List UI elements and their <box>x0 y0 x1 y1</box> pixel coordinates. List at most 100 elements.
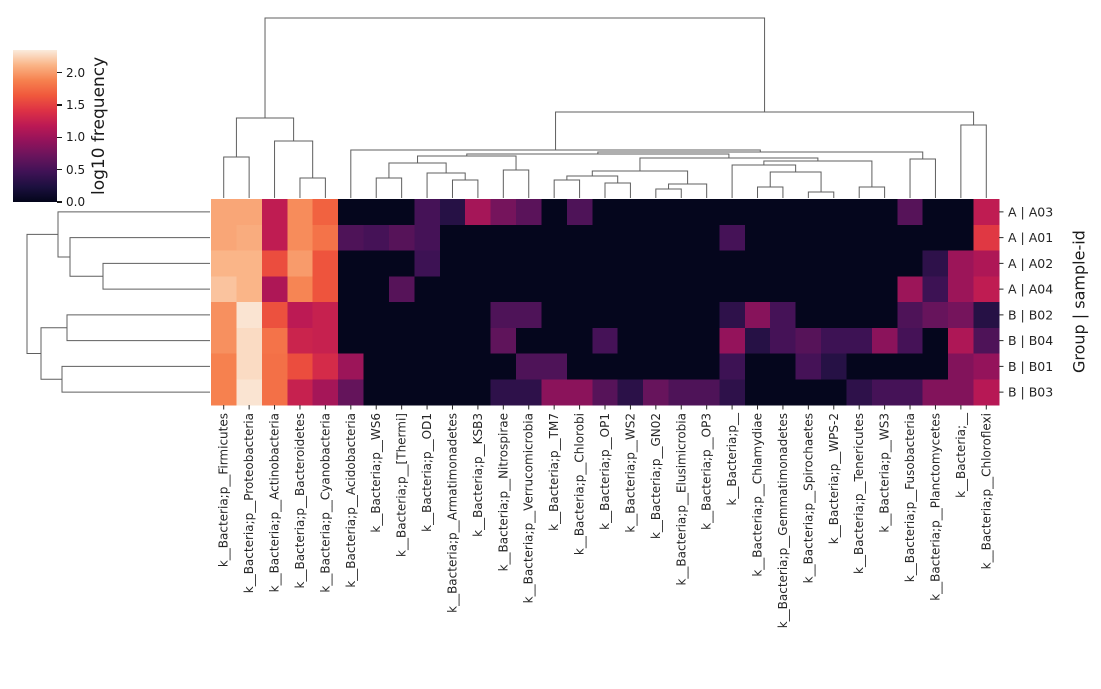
heatmap-cell <box>388 199 415 226</box>
heatmap-cell <box>592 353 619 380</box>
heatmap-cell <box>490 327 517 354</box>
column-tick-label: k__Bacteria;p__Planctomycetes <box>928 413 942 601</box>
column-tick-label: k__Bacteria;p__Chlamydiae <box>751 413 765 577</box>
heatmap-cell <box>566 250 593 277</box>
heatmap-cell <box>261 379 288 406</box>
heatmap-cell <box>261 302 288 329</box>
heatmap-cell <box>566 327 593 354</box>
heatmap-cell <box>541 379 568 406</box>
heatmap-cell <box>821 327 847 354</box>
heatmap-cell <box>668 353 695 380</box>
row-tick-label: A | A04 <box>1008 282 1053 297</box>
column-tick-label: k__Bacteria;p__WS3 <box>878 413 892 533</box>
heatmap-cell <box>490 199 517 226</box>
dendrogram-link <box>769 171 822 192</box>
heatmap-cell <box>643 379 670 406</box>
heatmap-cell <box>643 224 670 251</box>
heatmap-cell <box>541 327 568 354</box>
dendrogram-link <box>668 183 708 198</box>
heatmap-cell <box>287 327 314 354</box>
heatmap-cell <box>795 353 822 380</box>
heatmap-cell <box>490 224 517 251</box>
heatmap-cell <box>871 224 898 251</box>
heatmap-cell <box>744 276 771 303</box>
heatmap-cell <box>388 224 415 251</box>
column-tick-label: k__Bacteria;p__Chloroflexi <box>979 413 993 569</box>
heatmap-cell <box>465 224 492 251</box>
heatmap-cell <box>338 327 365 354</box>
heatmap-cell <box>312 199 339 226</box>
heatmap-cell <box>693 199 720 226</box>
heatmap-cell <box>439 224 466 251</box>
column-tick-label: k__Bacteria;p__[Thermi] <box>395 413 409 557</box>
heatmap-cell <box>770 199 797 226</box>
column-tick-label: k__Bacteria;p__Proteobacteria <box>242 413 256 593</box>
heatmap-cell <box>261 353 288 380</box>
colorbar-tick <box>57 201 62 203</box>
heatmap-cell <box>566 199 593 226</box>
heatmap-cell <box>897 199 924 226</box>
heatmap-cell <box>261 250 288 277</box>
heatmap-cell <box>897 379 924 406</box>
heatmap-cell <box>516 250 542 277</box>
heatmap-cell <box>414 302 441 329</box>
column-tick-label: k__Bacteria;p__Spirochaetes <box>801 413 815 583</box>
heatmap-cell <box>490 379 517 406</box>
heatmap-cell <box>338 250 365 277</box>
heatmap-cell <box>211 302 237 329</box>
heatmap-cell <box>211 276 237 303</box>
heatmap-cell <box>922 327 949 354</box>
column-tick-label: k__Bacteria;p__Bacteroidetes <box>293 413 307 588</box>
heatmap-cell <box>668 199 695 226</box>
heatmap-cell <box>693 302 720 329</box>
heatmap-cell <box>439 199 466 226</box>
heatmap-cell <box>338 199 365 226</box>
heatmap-cell <box>465 353 492 380</box>
heatmap-cell <box>948 250 975 277</box>
heatmap-cell <box>211 327 237 354</box>
heatmap-cell <box>770 250 797 277</box>
heatmap-cell <box>693 379 720 406</box>
heatmap-cell <box>897 327 924 354</box>
heatmap-cell <box>490 276 517 303</box>
colorbar-tick <box>57 71 62 74</box>
heatmap-cell <box>617 250 644 277</box>
dendrogram-link <box>223 156 250 198</box>
heatmap-cell <box>973 276 1000 303</box>
heatmap-cell <box>948 276 975 303</box>
heatmap-cell <box>846 302 873 329</box>
heatmap-cell <box>592 379 619 406</box>
heatmap-cell <box>668 302 695 329</box>
colorbar-tick <box>57 104 62 106</box>
column-tick-label: k__Bacteria;p__Acidobacteria <box>344 413 358 588</box>
heatmap-cell <box>338 276 365 303</box>
heatmap-cell <box>871 353 898 380</box>
heatmap-cell <box>592 199 619 226</box>
column-tick-label: k__Bacteria;p__OP3 <box>700 413 714 530</box>
column-tick-label: k__Bacteria;p__Actinobacteria <box>268 413 282 592</box>
heatmap-cell <box>465 379 492 406</box>
heatmap-cell <box>363 379 390 406</box>
heatmap-cell <box>795 224 822 251</box>
heatmap-cell <box>363 199 390 226</box>
heatmap-cell <box>592 224 619 251</box>
heatmap-cell <box>261 224 288 251</box>
heatmap-cell <box>821 353 847 380</box>
heatmap-cell <box>541 224 568 251</box>
heatmap-cell <box>617 302 644 329</box>
heatmap-cell <box>948 327 975 354</box>
heatmap-cell <box>973 250 1000 277</box>
heatmap-cell <box>388 327 415 354</box>
heatmap-cell <box>236 224 263 251</box>
heatmap-cell <box>287 379 314 406</box>
heatmap-cell <box>287 199 314 226</box>
dendrogram-link <box>264 17 766 118</box>
heatmap-cell <box>948 379 975 406</box>
heatmap-cell <box>414 379 441 406</box>
column-tick-label: k__Bacteria;p__GN02 <box>649 413 663 539</box>
heatmap-cell <box>973 224 1000 251</box>
heatmap-cell <box>617 276 644 303</box>
colorbar-tick <box>57 168 62 171</box>
column-tick-label: k__Bacteria;p__Tenericutes <box>852 413 866 574</box>
